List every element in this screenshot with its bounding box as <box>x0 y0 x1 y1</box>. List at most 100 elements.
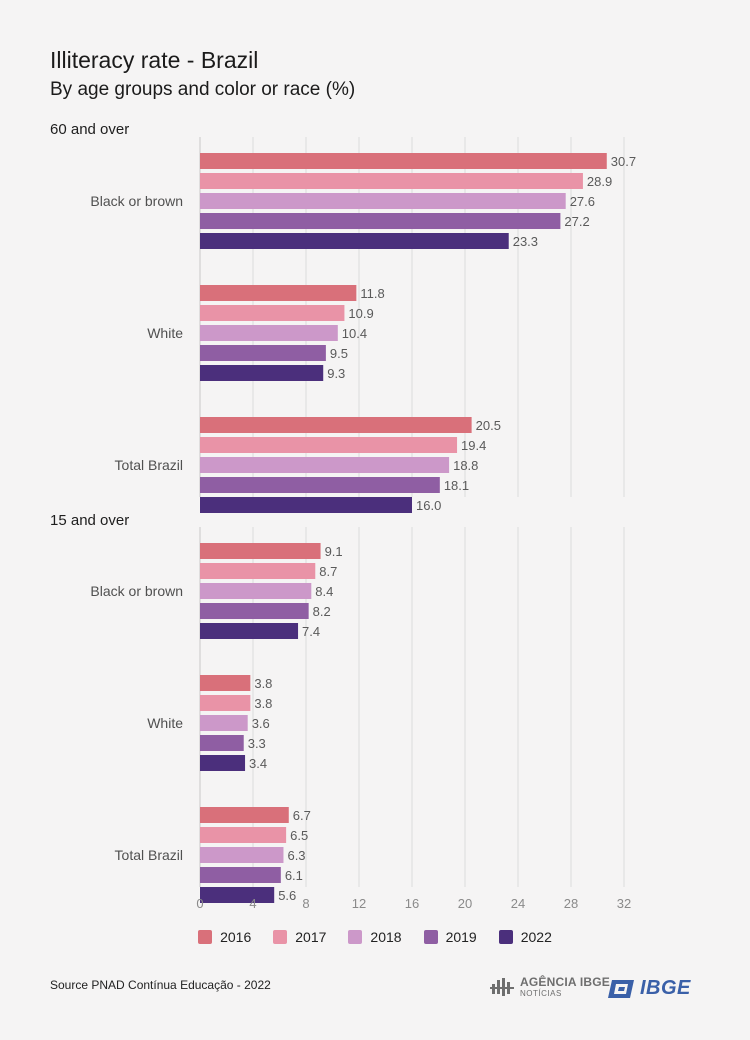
ibge-logo: IBGE <box>606 977 691 1000</box>
bar <box>200 457 450 473</box>
x-tick-label: 32 <box>617 896 631 911</box>
data-label: 27.2 <box>564 214 589 229</box>
category-label: White <box>147 715 183 731</box>
bar-chart: 60 and over Black or brown 30.7 28.9 27.6 27.… <box>50 121 636 911</box>
legend-item: 2018 <box>348 929 402 945</box>
ibge-logo-text: IBGE <box>640 977 691 999</box>
bar <box>200 755 246 771</box>
data-label: 9.1 <box>325 544 343 559</box>
data-label: 27.6 <box>570 194 595 209</box>
bar <box>200 153 607 169</box>
chart-legend: 2016 2017 2018 2019 2022 <box>0 929 750 945</box>
legend-swatch <box>198 930 213 944</box>
data-label: 30.7 <box>611 154 636 169</box>
bar <box>200 305 345 321</box>
agencia-logo-icon <box>490 978 514 996</box>
bar <box>200 477 440 493</box>
data-label: 8.2 <box>313 604 331 619</box>
category-label: Black or brown <box>90 583 183 599</box>
legend-label: 2017 <box>295 929 327 945</box>
legend-label: 2019 <box>445 929 477 945</box>
bar <box>200 807 289 823</box>
agencia-logo-text: AGÊNCIA IBGE <box>520 975 610 989</box>
data-label: 3.4 <box>249 756 267 771</box>
legend-item: 2017 <box>273 929 326 945</box>
data-label: 3.6 <box>252 716 270 731</box>
source-note: Source PNAD Contínua Educação - 2022 <box>50 978 271 992</box>
panel-title: 60 and over <box>50 121 129 138</box>
bar <box>200 417 472 433</box>
data-label: 3.8 <box>254 676 272 691</box>
data-label: 3.8 <box>254 696 272 711</box>
bar <box>200 735 244 751</box>
agencia-ibge-logo: AGÊNCIA IBGE NOTÍCIAS <box>490 976 610 998</box>
chart-subtitle: By age groups and color or race (%) <box>50 79 356 100</box>
bar <box>200 173 583 189</box>
data-label: 16.0 <box>416 498 441 513</box>
category-label: Total Brazil <box>115 457 183 473</box>
bar <box>200 675 251 691</box>
bar <box>200 563 316 579</box>
data-label: 28.9 <box>587 174 612 189</box>
bar <box>200 867 281 883</box>
category-label: Black or brown <box>90 193 183 209</box>
bar <box>200 827 287 843</box>
data-label: 10.4 <box>342 326 367 341</box>
bar <box>200 623 299 639</box>
data-label: 9.3 <box>327 366 345 381</box>
bar <box>200 603 309 619</box>
bar <box>200 497 412 513</box>
data-label: 6.5 <box>290 828 308 843</box>
data-label: 18.1 <box>444 478 469 493</box>
chart-panel: 60 and over Black or brown 30.7 28.9 27.6 27.… <box>50 121 636 513</box>
category-label: White <box>147 325 183 341</box>
bar <box>200 285 357 301</box>
bar <box>200 193 566 209</box>
x-tick-label: 8 <box>302 896 309 911</box>
bar <box>200 437 458 453</box>
legend-item: 2016 <box>198 929 251 945</box>
legend-swatch <box>423 930 438 944</box>
data-label: 20.5 <box>476 418 501 433</box>
bar <box>200 887 275 903</box>
bar <box>200 847 284 863</box>
ibge-logo-icon <box>608 979 634 998</box>
bar <box>200 233 509 249</box>
data-label: 6.1 <box>285 868 303 883</box>
data-label: 8.7 <box>319 564 337 579</box>
data-label: 3.3 <box>248 736 266 751</box>
bar <box>200 325 338 341</box>
legend-label: 2016 <box>220 929 252 945</box>
chart-panel: 15 and over Black or brown 9.1 8.7 8.4 8.2 7.4… <box>50 512 625 903</box>
bar <box>200 213 561 229</box>
x-tick-label: 0 <box>196 896 203 911</box>
data-label: 18.8 <box>453 458 478 473</box>
legend-item: 2019 <box>423 929 477 945</box>
data-label: 19.4 <box>461 438 486 453</box>
legend-swatch <box>498 930 513 944</box>
data-label: 6.3 <box>287 848 305 863</box>
chart-title: Illiteracy rate - Brazil <box>50 47 259 73</box>
bar <box>200 365 324 381</box>
legend-label: 2018 <box>370 929 402 945</box>
x-tick-label: 12 <box>352 896 366 911</box>
x-tick-label: 28 <box>564 896 578 911</box>
data-label: 5.6 <box>278 888 296 903</box>
x-tick-label: 20 <box>458 896 472 911</box>
data-label: 7.4 <box>302 624 320 639</box>
legend-label: 2022 <box>520 929 552 945</box>
category-label: Total Brazil <box>115 847 183 863</box>
panel-title: 15 and over <box>50 512 129 529</box>
data-label: 10.9 <box>348 306 373 321</box>
bar <box>200 715 248 731</box>
data-label: 23.3 <box>513 234 538 249</box>
data-label: 8.4 <box>315 584 333 599</box>
data-label: 11.8 <box>360 286 384 301</box>
agencia-logo-subtext: NOTÍCIAS <box>520 989 562 998</box>
bar <box>200 583 312 599</box>
legend-swatch <box>273 930 288 944</box>
bar <box>200 695 251 711</box>
bar <box>200 543 321 559</box>
x-tick-label: 16 <box>405 896 419 911</box>
bar <box>200 345 326 361</box>
